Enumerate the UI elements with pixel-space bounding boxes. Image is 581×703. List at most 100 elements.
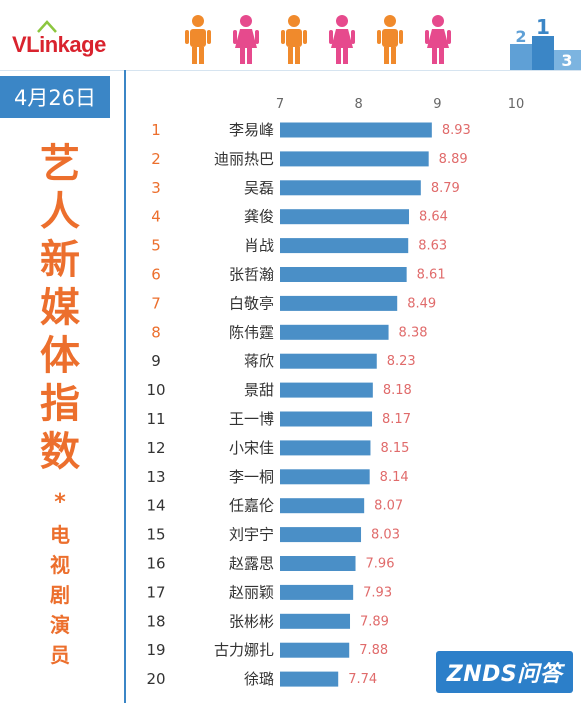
value-label: 8.79 <box>431 181 460 196</box>
category-label: 刘宇宁 <box>229 526 274 544</box>
rank-label: 8 <box>151 323 161 341</box>
value-label: 8.64 <box>419 210 448 225</box>
category-label: 古力娜扎 <box>214 641 274 659</box>
sidebar-divider <box>124 70 126 703</box>
category-label: 李一桐 <box>229 468 274 486</box>
side-title-char: 体 <box>40 333 80 379</box>
value-label: 8.93 <box>442 123 471 138</box>
female-person-icon <box>425 15 451 64</box>
category-label: 白敬亭 <box>229 294 274 312</box>
bar <box>280 671 339 687</box>
category-label: 李易峰 <box>229 121 274 139</box>
rank-label: 5 <box>151 237 161 255</box>
value-label: 8.61 <box>417 268 446 283</box>
category-label: 景甜 <box>244 381 274 399</box>
rank-label: 18 <box>146 612 165 630</box>
bar <box>280 267 407 282</box>
value-label: 8.17 <box>382 412 411 427</box>
category-label: 小宋佳 <box>229 439 274 457</box>
category-label: 张彬彬 <box>229 612 274 630</box>
header-divider <box>0 70 581 71</box>
side-title-char: 媒 <box>40 285 80 331</box>
x-tick-label: 9 <box>433 97 441 112</box>
category-label: 徐璐 <box>244 670 274 688</box>
side-title-char: 指 <box>40 381 80 427</box>
value-label: 8.89 <box>439 152 468 167</box>
rank-label: 3 <box>151 179 161 197</box>
side-subtitle-char: 剧 <box>50 583 70 607</box>
category-label: 龚俊 <box>244 208 274 226</box>
side-subtitle-char: 视 <box>50 553 70 577</box>
rank-label: 10 <box>146 381 165 399</box>
rank-label: 17 <box>146 583 165 601</box>
rank-label: 13 <box>146 468 165 486</box>
category-label: 任嘉伦 <box>229 497 274 515</box>
side-subtitle: 电视剧演员 <box>42 520 78 670</box>
category-label: 吴磊 <box>244 179 274 197</box>
rank-label: 15 <box>146 526 165 544</box>
value-label: 8.63 <box>418 239 447 254</box>
category-label: 赵丽颖 <box>229 583 274 601</box>
value-label: 7.96 <box>366 557 395 572</box>
bar <box>280 584 354 600</box>
x-tick-label: 7 <box>276 97 284 112</box>
value-label: 8.49 <box>407 296 436 311</box>
value-label: 8.38 <box>399 325 428 340</box>
category-label: 蒋欣 <box>244 352 274 370</box>
bar <box>280 411 373 427</box>
bar <box>280 151 429 167</box>
bar <box>280 324 389 340</box>
value-label: 8.07 <box>374 499 403 514</box>
value-label: 7.93 <box>363 585 392 600</box>
bar <box>280 498 365 514</box>
category-label: 陈伟霆 <box>229 323 274 341</box>
logo: VLinkage <box>12 32 106 57</box>
date-badge: 4月26日 <box>0 76 110 118</box>
svg-text:3: 3 <box>561 51 572 70</box>
value-label: 8.23 <box>387 354 416 369</box>
male-person-icon <box>185 15 211 64</box>
rank-label: 6 <box>151 266 161 284</box>
svg-text:1: 1 <box>536 15 550 39</box>
category-label: 迪丽热巴 <box>214 150 274 168</box>
category-label: 赵露思 <box>229 555 274 573</box>
bar <box>280 613 351 629</box>
rank-label: 14 <box>146 497 165 515</box>
people-icons <box>185 15 451 64</box>
male-person-icon <box>281 15 307 64</box>
bar <box>280 353 377 369</box>
side-subtitle-char: 员 <box>50 643 70 667</box>
rank-label: 19 <box>146 641 165 659</box>
bar <box>280 440 371 456</box>
x-tick-label: 10 <box>508 97 525 112</box>
bar <box>280 180 421 196</box>
category-label: 张哲瀚 <box>229 266 274 284</box>
side-subtitle-char: 演 <box>50 613 70 637</box>
value-label: 7.74 <box>348 672 377 687</box>
value-label: 8.03 <box>371 528 400 543</box>
rank-label: 12 <box>146 439 165 457</box>
bar <box>280 209 410 225</box>
rank-label: 20 <box>146 670 165 688</box>
podium-icon: 1 2 3 <box>510 15 581 70</box>
rank-label: 16 <box>146 555 165 573</box>
bar <box>280 642 350 658</box>
value-label: 8.14 <box>380 470 409 485</box>
side-title-star: * <box>54 490 66 515</box>
bar <box>280 556 356 571</box>
side-title-char: 数 <box>40 429 80 475</box>
female-person-icon <box>233 15 259 64</box>
bar <box>280 382 373 398</box>
rank-label: 7 <box>151 294 161 312</box>
svg-text:2: 2 <box>515 27 526 46</box>
bar <box>280 122 432 138</box>
side-title-char: 新 <box>40 237 80 283</box>
bar <box>280 469 370 485</box>
male-person-icon <box>377 15 403 64</box>
bar-chart: 7 8 9 10 1 李易峰 8.93 2 迪丽热巴 8.89 3 吴磊 8.79 4 龚俊 8.64 5 肖战 8… <box>146 97 525 688</box>
side-title-char: 人 <box>40 189 80 235</box>
rank-label: 2 <box>151 150 161 168</box>
logo-mark-icon <box>37 20 57 33</box>
rank-label: 4 <box>151 208 161 226</box>
rank-label: 9 <box>151 352 161 370</box>
